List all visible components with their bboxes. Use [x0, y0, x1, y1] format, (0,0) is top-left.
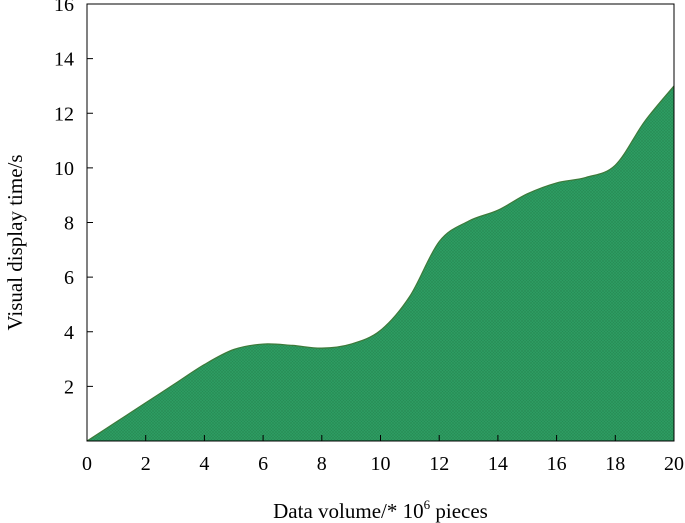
- x-tick-label: 4: [199, 453, 209, 475]
- y-tick-label: 8: [64, 213, 74, 235]
- y-tick-label: 4: [64, 322, 74, 344]
- x-tick-label: 0: [82, 453, 92, 475]
- x-tick-label: 10: [371, 453, 391, 475]
- x-tick-label: 20: [664, 453, 684, 475]
- y-tick-label: 6: [64, 267, 74, 289]
- y-tick-label: 2: [64, 376, 74, 398]
- x-tick-label: 2: [141, 453, 151, 475]
- y-tick-label: 16: [54, 0, 74, 16]
- y-tick-label: 10: [54, 158, 74, 180]
- area-line: [86, 85, 675, 442]
- y-axis-label: Visual display time/s: [3, 154, 27, 330]
- x-tick-label: 6: [258, 453, 268, 475]
- y-tick-label: 12: [54, 103, 74, 125]
- x-axis-label: Data volume/* 106 pieces: [273, 497, 488, 523]
- x-tick-label: 14: [488, 453, 508, 475]
- y-tick-label: 14: [54, 49, 74, 71]
- x-axis-ticks: 0 2 4 6 8 10 12 14 16 18 20: [82, 435, 684, 475]
- x-tick-label: 16: [547, 453, 567, 475]
- area-fill: [87, 85, 674, 441]
- x-tick-label: 18: [605, 453, 625, 475]
- x-tick-label: 8: [317, 453, 327, 475]
- x-tick-label: 12: [429, 453, 449, 475]
- plot-area: [86, 85, 675, 442]
- y-axis-ticks: 2 4 6 8 10 12 14 16: [54, 0, 93, 398]
